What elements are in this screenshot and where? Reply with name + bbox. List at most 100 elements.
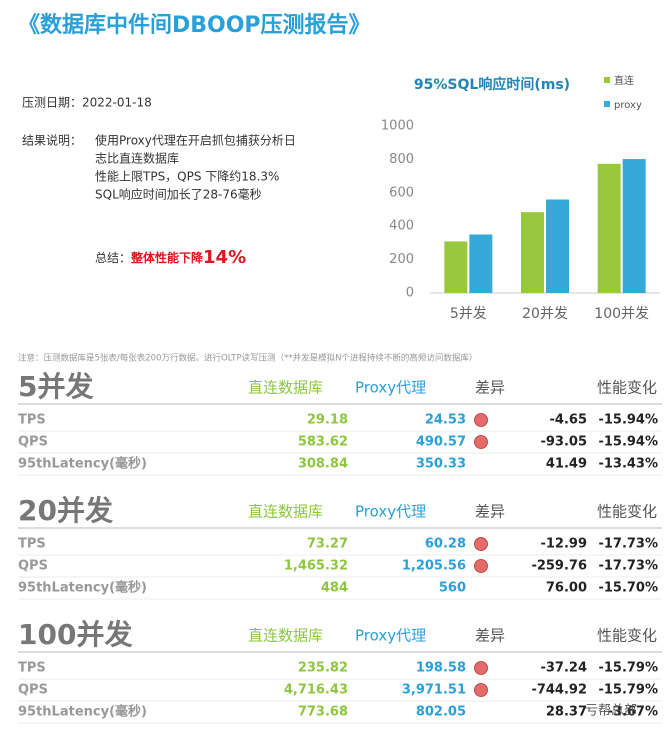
column-header: 差异 (475, 503, 505, 521)
column-header: 直连数据库 (248, 379, 323, 397)
cell-value: 560 (439, 581, 466, 596)
cell-value: 583.62 (298, 435, 348, 450)
column-header: 直连数据库 (248, 627, 323, 645)
conclusion-line: SQL响应时间加长了28-76毫秒 (95, 187, 262, 202)
summary-label: 总结： (95, 251, 131, 265)
y-tick-label: 1000 (381, 119, 414, 134)
cell-value: 60.28 (425, 537, 466, 552)
cell-value: -744.92 (531, 683, 587, 698)
cell-value: 490.57 (416, 435, 466, 450)
conclusion-line: 使用Proxy代理在开启抓包捕获分析日 (95, 133, 296, 148)
status-dot (474, 559, 488, 573)
cell-value: 308.84 (298, 457, 348, 472)
legend-label: 直连 (614, 74, 634, 87)
cell-value: 41.49 (546, 457, 587, 472)
column-header: Proxy代理 (355, 503, 426, 521)
cell-value: 350.33 (416, 457, 466, 472)
column-header: 性能变化 (597, 503, 657, 521)
bar (597, 163, 621, 293)
x-tick-label: 20并发 (522, 306, 568, 322)
y-tick-label: 0 (406, 286, 414, 301)
bar (546, 199, 569, 293)
column-header: 性能变化 (597, 379, 657, 397)
cell-value: 3,971.51 (402, 683, 466, 698)
cell-value: 484 (321, 581, 348, 596)
note: 注意：压测数据库是5张表/每张表200万行数据。进行OLTP读写压测（**并发是… (18, 353, 477, 364)
cell-value: -15.79% (598, 683, 658, 698)
cell-value: 28.37 (546, 705, 587, 720)
cell-value: 198.58 (416, 661, 466, 676)
cell-value: -4.65 (550, 413, 587, 428)
conclusion-label: 结果说明： (22, 133, 82, 148)
cell-value: -15.70% (598, 581, 658, 596)
cell-value: -17.73% (598, 559, 658, 574)
y-tick-label: 200 (389, 252, 414, 267)
cell-value: -15.94% (598, 435, 658, 450)
cell-value: -3.67% (608, 705, 659, 720)
y-tick-label: 800 (389, 152, 414, 167)
conclusion-line: 志比直连数据库 (95, 151, 179, 166)
row-label: TPS (18, 413, 46, 428)
status-dot (474, 435, 488, 449)
cell-value: 773.68 (298, 705, 348, 720)
legend-swatch (604, 101, 610, 107)
cell-value: 24.53 (425, 413, 466, 428)
legend-label: proxy (614, 100, 642, 111)
cell-value: 76.00 (546, 581, 587, 596)
column-header: 直连数据库 (248, 503, 323, 521)
x-tick-label: 100并发 (594, 306, 649, 322)
cell-value: 1,465.32 (284, 559, 348, 574)
chart-title: 95%SQL响应时间(ms) (414, 76, 570, 93)
y-tick-label: 400 (389, 219, 414, 234)
bar (444, 241, 468, 293)
cell-value: -15.94% (598, 413, 658, 428)
row-label: QPS (18, 559, 48, 574)
cell-value: -12.99 (540, 537, 587, 552)
row-label: TPS (18, 537, 46, 552)
status-dot (474, 413, 488, 427)
status-dot (474, 537, 488, 551)
conclusion-line: 性能上限TPS，QPS 下降约18.3% (95, 169, 279, 184)
report-title: 《数据库中件间DBOOP压测报告》 (18, 12, 371, 38)
cell-value: 235.82 (298, 661, 348, 676)
row-label: QPS (18, 435, 48, 450)
legend-swatch (604, 77, 610, 83)
summary: 总结：整体性能下降14% (95, 247, 246, 268)
section-heading: 100并发 (18, 618, 132, 651)
column-header: Proxy代理 (355, 379, 426, 397)
status-dot (474, 683, 488, 697)
column-header: 性能变化 (597, 627, 657, 645)
cell-value: -37.24 (540, 661, 587, 676)
row-label: 95thLatency(毫秒) (18, 456, 147, 472)
x-tick-label: 5并发 (450, 306, 487, 322)
bar (622, 159, 646, 293)
row-label: QPS (18, 683, 48, 698)
cell-value: 1,205.56 (402, 559, 466, 574)
status-dot (474, 661, 488, 675)
cell-value: -13.43% (598, 457, 658, 472)
bar (521, 212, 544, 293)
cell-value: 802.05 (416, 705, 466, 720)
cell-value: 73.27 (307, 537, 348, 552)
y-tick-label: 600 (389, 185, 414, 200)
summary-text: 整体性能下降 (130, 250, 204, 265)
section-heading: 20并发 (18, 494, 113, 527)
column-header: Proxy代理 (355, 627, 426, 645)
cell-value: 4,716.43 (284, 683, 348, 698)
watermark: 亏帮总部 (585, 704, 637, 719)
cell-value: -15.79% (598, 661, 658, 676)
test-date: 压测日期：2022-01-18 (22, 96, 152, 110)
row-label: 95thLatency(毫秒) (18, 704, 147, 720)
summary-value: 14% (203, 247, 246, 268)
column-header: 差异 (475, 627, 505, 645)
row-label: 95thLatency(毫秒) (18, 580, 147, 596)
section-heading: 5并发 (18, 370, 93, 403)
cell-value: -259.76 (531, 559, 587, 574)
column-header: 差异 (475, 379, 505, 397)
bar (469, 234, 493, 293)
cell-value: 29.18 (307, 413, 348, 428)
cell-value: -17.73% (598, 537, 658, 552)
row-label: TPS (18, 661, 46, 676)
